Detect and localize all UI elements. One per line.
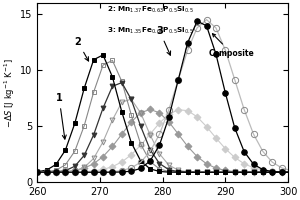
Y-axis label: $-\Delta S$ [J kg$^{-1}$ K$^{-1}$]: $-\Delta S$ [J kg$^{-1}$ K$^{-1}$] — [3, 58, 17, 128]
Text: 1: 1 — [56, 93, 66, 139]
Text: 2: 2 — [75, 37, 88, 61]
Text: 2: Mn$_{1.37}$Fe$_{0.63}$P$_{0.5}$Si$_{0.5}$: 2: Mn$_{1.37}$Fe$_{0.63}$P$_{0.5}$Si$_{0… — [107, 5, 194, 15]
Text: Composite: Composite — [209, 34, 254, 58]
Text: 3: 3 — [156, 26, 171, 55]
Text: 3: Mn$_{1.35}$Fe$_{0.66}$P$_{0.5}$Si$_{0.5}$: 3: Mn$_{1.35}$Fe$_{0.66}$P$_{0.5}$Si$_{0… — [107, 26, 194, 36]
